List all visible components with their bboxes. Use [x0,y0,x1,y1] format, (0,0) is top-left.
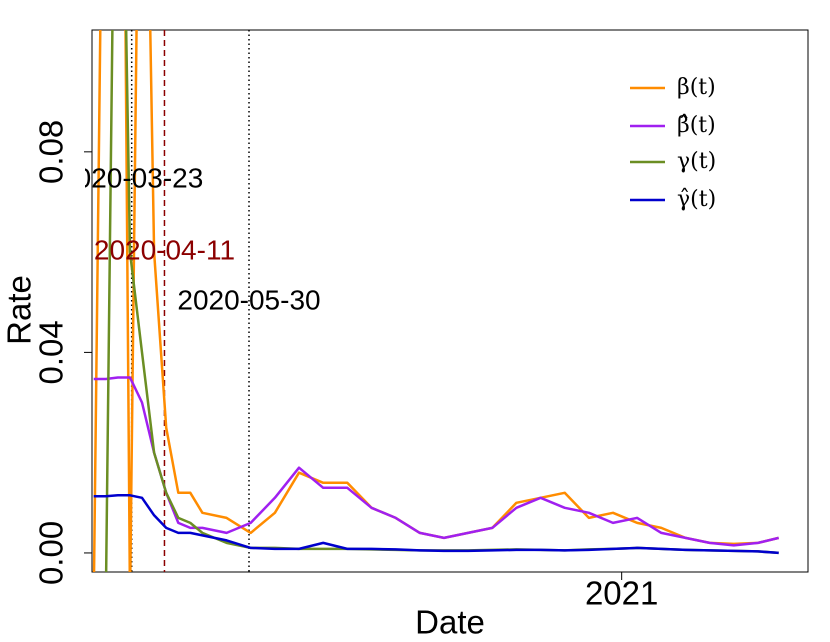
annotations: 2020-03-23 2020-04-11 2020-05-30 [60,162,321,315]
y-tick-label: 0.08 [33,120,70,184]
annotation-label: 2020-04-11 [94,234,235,265]
x-axis-label: Date [415,604,485,641]
series-line [93,494,779,555]
y-tick-label: 0.00 [33,521,70,585]
legend: β(t) β̂(t) γ(t) γ̂(t) [630,75,716,212]
plot-area [92,30,779,572]
annotation-label: 2020-03-23 [60,162,203,193]
x-tick-label: 2021 [585,575,658,612]
axes: 0.00 0.04 0.08 2021 [33,120,659,612]
plot-frame [91,29,809,573]
y-tick-label: 0.04 [33,320,70,384]
legend-label: γ(t) [677,149,716,174]
legend-label: β̂(t) [677,113,716,138]
series-line [93,376,779,547]
legend-label: γ̂(t) [677,187,716,212]
annotation-label: 2020-05-30 [177,284,320,315]
legend-label: β(t) [677,75,716,100]
y-axis-label: Rate [1,275,38,345]
